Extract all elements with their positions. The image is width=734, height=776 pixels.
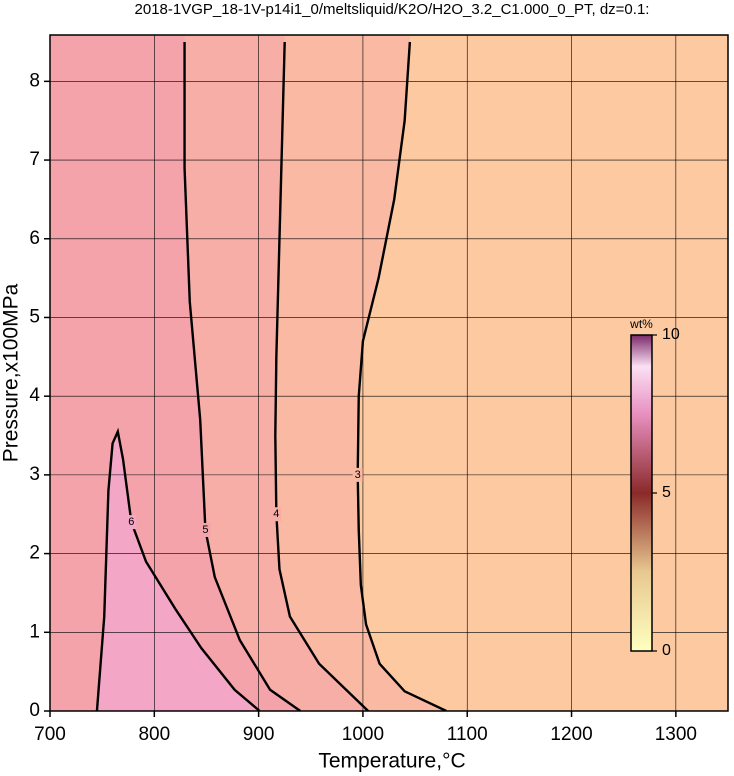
contour-label-bg [271,507,282,522]
x-tick-label: 1000 [342,724,384,745]
x-tick-label: 1100 [447,724,488,745]
x-axis-label: Temperature,°C [318,750,465,773]
x-tick-label: 1200 [550,724,592,745]
colorbar-tick-label: 0 [662,642,671,659]
contour-label: 4 [273,508,279,520]
colorbar [630,334,653,652]
x-tick-label: 700 [34,724,66,745]
contour-line [274,41,369,711]
y-tick-label: 0 [29,700,40,721]
y-tick-label: 1 [29,621,40,642]
y-tick-label: 7 [29,149,40,170]
y-tick-label: 5 [29,306,40,327]
x-tick-label: 1300 [655,724,697,745]
colorbar-label: wt% [629,317,653,331]
contour-label: 3 [355,469,361,481]
x-tick-label: 900 [243,724,275,745]
contour-label-bg [126,515,137,530]
plot-area: 3 4 5 6 [50,35,728,711]
colorbar-tick-label: 5 [662,484,671,501]
y-axis-label: Pressure,x100MPa [0,283,23,462]
plot-frame [49,34,729,712]
overlay: 700 800 900 1000 1100 1200 1300 0 1 2 3 4 5 6 7 8 wt% 0 5 1… [29,34,729,745]
y-tick-label: 6 [29,228,40,249]
contour-label: 6 [128,516,134,528]
contour-line [95,427,261,711]
x-tick-label: 800 [138,724,170,745]
y-tick-label: 3 [29,464,40,485]
contour-label: 5 [202,524,208,536]
chart-title: 2018-1VGP_18-1V-p14i1_0/meltsliquid/K2O/… [135,1,650,18]
contour-label-bg [352,467,363,482]
contour-label-bg [200,522,211,537]
contour-fill [96,431,260,711]
y-tick-label: 4 [29,385,40,406]
colorbar-tick-label: 10 [662,326,680,343]
y-tick-label: 2 [29,543,40,564]
y-tick-label: 8 [29,70,40,91]
